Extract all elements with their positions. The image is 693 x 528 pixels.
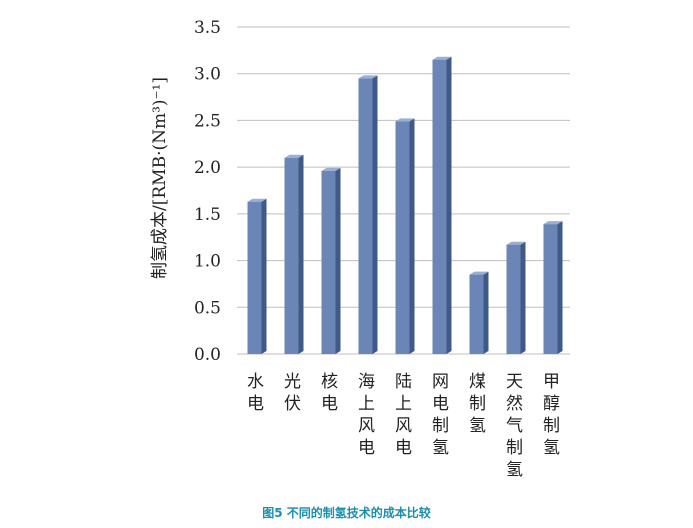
x-tick-char: 醇 bbox=[543, 394, 560, 414]
x-tick-char: 天 bbox=[506, 372, 523, 392]
x-tick-char: 氢 bbox=[432, 438, 449, 458]
bar-top bbox=[543, 221, 563, 225]
bar bbox=[247, 198, 267, 354]
bar-side bbox=[446, 56, 452, 354]
bar-front bbox=[358, 78, 373, 354]
y-tick-label: 2.5 bbox=[194, 111, 221, 131]
bar-front bbox=[284, 157, 299, 354]
bar-top bbox=[469, 271, 489, 275]
bar bbox=[284, 154, 304, 354]
y-axis-ticks: 0.0 0.5 1.0 1.5 2.0 2.5 3.0 3.5 bbox=[194, 18, 221, 365]
x-tick-char: 制 bbox=[543, 416, 560, 436]
bar-front bbox=[469, 274, 484, 354]
bars bbox=[247, 56, 563, 354]
y-axis-label: 制氢成本/[RMB·(Nm³)⁻¹] bbox=[150, 77, 170, 279]
bar bbox=[358, 75, 378, 354]
x-tick-char: 气 bbox=[506, 416, 523, 436]
x-tick-char: 电 bbox=[247, 394, 264, 414]
bar-top bbox=[321, 167, 341, 171]
bar-side bbox=[520, 241, 526, 354]
bar-side bbox=[409, 118, 415, 354]
x-tick-char: 制 bbox=[469, 394, 486, 414]
x-tick-char: 氢 bbox=[506, 460, 523, 480]
x-tick-char: 陆 bbox=[395, 372, 412, 392]
bar-side bbox=[298, 154, 304, 354]
x-tick-label: 核电 bbox=[321, 372, 338, 414]
bar bbox=[321, 167, 341, 354]
x-tick-char: 电 bbox=[321, 394, 338, 414]
x-tick-char: 氢 bbox=[469, 416, 486, 436]
x-tick-label: 水电 bbox=[247, 372, 264, 414]
bar bbox=[469, 271, 489, 354]
bar bbox=[506, 241, 526, 354]
x-tick-char: 制 bbox=[432, 416, 449, 436]
bar-chart: 0.00.51.01.52.02.53.03.5 水电光伏核电海上风电陆上风电网… bbox=[150, 18, 570, 480]
x-tick-char: 核 bbox=[321, 372, 338, 392]
x-tick-char: 上 bbox=[395, 394, 412, 414]
x-tick-char: 水 bbox=[247, 372, 264, 392]
x-tick-char: 制 bbox=[506, 438, 523, 458]
bar-top bbox=[247, 198, 267, 202]
bar-top bbox=[358, 75, 378, 79]
x-tick-char: 海 bbox=[358, 372, 375, 392]
y-tick-label: 3.5 bbox=[194, 18, 221, 38]
bar bbox=[395, 118, 415, 354]
x-tick-char: 风 bbox=[395, 416, 412, 436]
x-tick-char: 煤 bbox=[469, 372, 486, 392]
bar-side bbox=[372, 75, 378, 354]
x-tick-char: 风 bbox=[358, 416, 375, 436]
bar-front bbox=[321, 170, 336, 354]
bar-front bbox=[506, 244, 521, 354]
bar-top bbox=[284, 154, 304, 158]
bar-side bbox=[335, 167, 341, 354]
y-tick-label: 1.0 bbox=[194, 252, 221, 272]
x-tick-char: 甲 bbox=[543, 372, 560, 392]
y-tick-label: 0.5 bbox=[194, 298, 221, 318]
x-tick-label: 光伏 bbox=[284, 372, 301, 414]
bar bbox=[432, 56, 452, 354]
x-tick-char: 电 bbox=[395, 438, 412, 458]
x-tick-char: 上 bbox=[358, 394, 375, 414]
bar-front bbox=[395, 121, 410, 354]
x-tick-label: 煤制氢 bbox=[469, 372, 486, 436]
y-tick-label: 2.0 bbox=[194, 158, 221, 178]
x-tick-char: 电 bbox=[358, 438, 375, 458]
bar-front bbox=[432, 59, 447, 354]
bar-side bbox=[483, 271, 489, 354]
bar-side bbox=[557, 221, 563, 354]
x-tick-char: 伏 bbox=[284, 394, 301, 414]
y-tick-label: 0.0 bbox=[194, 345, 221, 365]
bar bbox=[543, 221, 563, 354]
bar-side bbox=[261, 198, 267, 354]
x-tick-char: 然 bbox=[506, 394, 523, 414]
bar-front bbox=[247, 201, 262, 354]
y-tick-label: 3.0 bbox=[194, 65, 221, 85]
bar-top bbox=[395, 118, 415, 122]
x-tick-char: 电 bbox=[432, 394, 449, 414]
bar-top bbox=[432, 56, 452, 60]
x-tick-char: 氢 bbox=[543, 438, 560, 458]
bar-front bbox=[543, 224, 558, 354]
x-tick-char: 网 bbox=[432, 372, 449, 392]
y-tick-label: 1.5 bbox=[194, 205, 221, 225]
x-tick-char: 光 bbox=[284, 372, 301, 392]
bar-top bbox=[506, 241, 526, 245]
figure-caption: 图5 不同的制氢技术的成本比较 bbox=[262, 506, 431, 520]
